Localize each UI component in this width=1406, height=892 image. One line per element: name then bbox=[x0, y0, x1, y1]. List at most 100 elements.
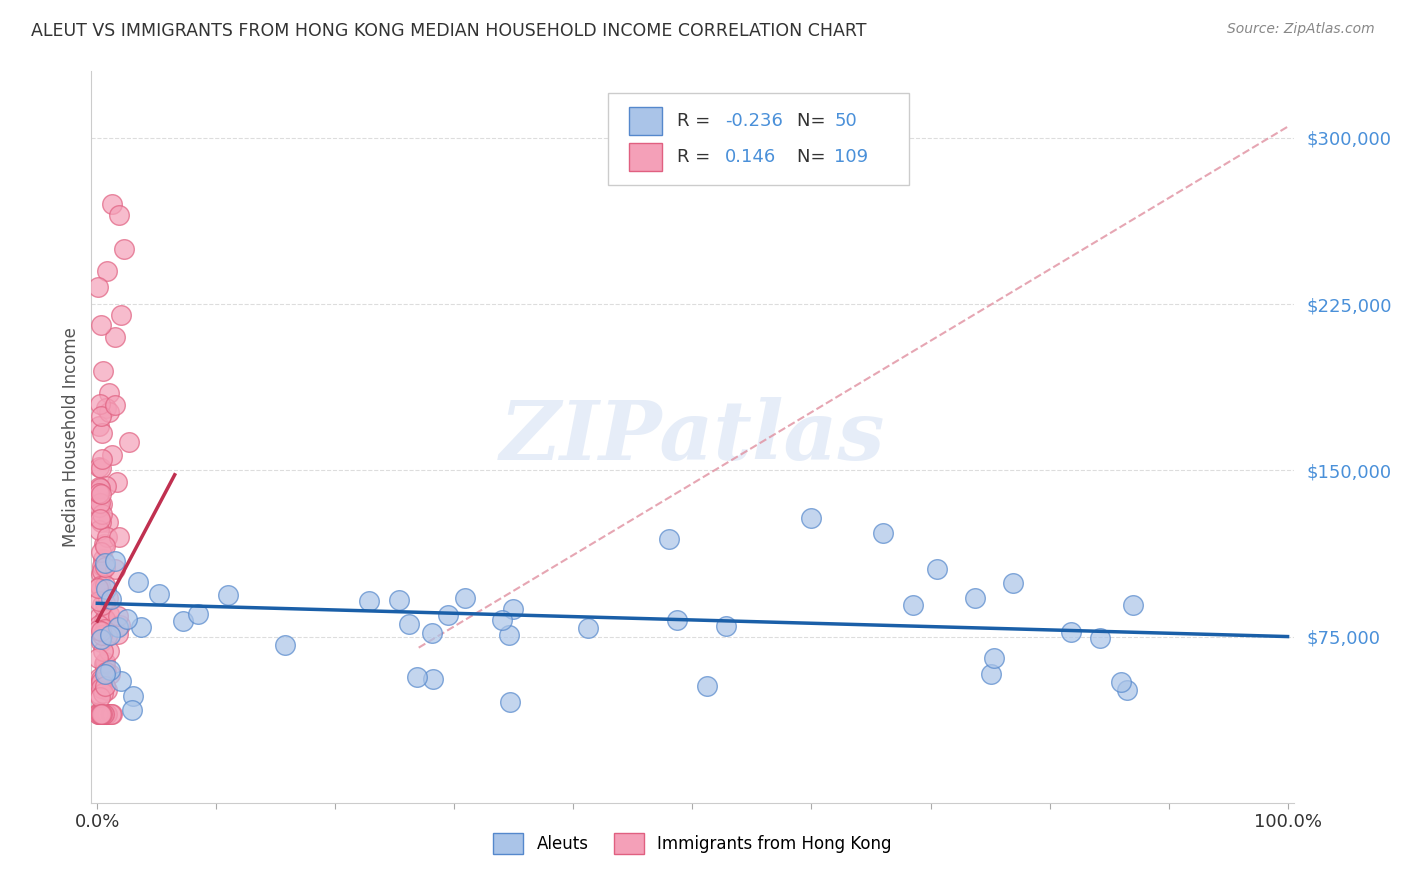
Point bbox=[112, 242, 135, 256]
Point bbox=[94, 612, 117, 626]
Point bbox=[104, 562, 127, 576]
Point bbox=[93, 622, 115, 636]
Point bbox=[658, 532, 681, 546]
Point bbox=[98, 628, 121, 642]
Point bbox=[87, 671, 110, 685]
Point bbox=[87, 524, 110, 538]
Point bbox=[94, 707, 117, 722]
Point bbox=[107, 620, 129, 634]
Point bbox=[97, 405, 120, 419]
Point bbox=[1060, 624, 1083, 639]
Point bbox=[1088, 632, 1111, 646]
Point bbox=[398, 617, 420, 632]
Point bbox=[100, 707, 122, 722]
Point bbox=[89, 707, 111, 722]
Point bbox=[498, 695, 520, 709]
Point bbox=[90, 545, 112, 559]
Point bbox=[93, 707, 115, 722]
Point bbox=[91, 707, 114, 722]
Point bbox=[104, 330, 127, 344]
Point bbox=[90, 635, 112, 649]
Point bbox=[1116, 682, 1139, 697]
Point bbox=[93, 707, 115, 722]
Point bbox=[100, 197, 122, 211]
Point bbox=[98, 667, 121, 681]
Point bbox=[90, 486, 112, 500]
Point bbox=[97, 591, 120, 606]
Point bbox=[127, 574, 149, 589]
Text: N=: N= bbox=[797, 112, 831, 130]
Point bbox=[93, 667, 115, 681]
Point bbox=[93, 675, 115, 690]
Point bbox=[93, 655, 115, 669]
Point bbox=[100, 592, 122, 607]
Point bbox=[1109, 674, 1132, 689]
Point bbox=[217, 588, 239, 602]
Point bbox=[93, 613, 115, 627]
Point bbox=[94, 556, 117, 570]
Point bbox=[90, 515, 112, 529]
Point bbox=[87, 678, 110, 692]
Point bbox=[94, 596, 117, 610]
Point bbox=[576, 621, 599, 635]
Point bbox=[96, 683, 118, 698]
Point bbox=[91, 508, 114, 522]
Point bbox=[90, 632, 112, 647]
Text: 50: 50 bbox=[834, 112, 858, 130]
Point bbox=[94, 707, 117, 722]
Point bbox=[491, 613, 513, 627]
Point bbox=[90, 598, 112, 612]
Point bbox=[94, 401, 117, 416]
Point bbox=[89, 496, 111, 510]
Point bbox=[93, 657, 115, 671]
Point bbox=[122, 690, 145, 704]
Point bbox=[89, 608, 111, 623]
Point bbox=[94, 665, 117, 679]
Text: -0.236: -0.236 bbox=[725, 112, 783, 130]
Point bbox=[89, 593, 111, 607]
Text: ALEUT VS IMMIGRANTS FROM HONG KONG MEDIAN HOUSEHOLD INCOME CORRELATION CHART: ALEUT VS IMMIGRANTS FROM HONG KONG MEDIA… bbox=[31, 22, 866, 40]
Point bbox=[359, 594, 381, 608]
Point bbox=[91, 686, 114, 700]
Y-axis label: Median Household Income: Median Household Income bbox=[62, 327, 80, 547]
Point bbox=[187, 607, 209, 621]
Point bbox=[406, 670, 429, 684]
Text: 0.146: 0.146 bbox=[725, 148, 776, 166]
Point bbox=[94, 578, 117, 592]
Point bbox=[87, 582, 110, 596]
Point bbox=[90, 318, 112, 332]
Point bbox=[87, 280, 110, 294]
Point bbox=[872, 525, 894, 540]
Point bbox=[129, 620, 152, 634]
Point bbox=[90, 582, 112, 596]
Point bbox=[97, 607, 120, 622]
Point bbox=[1002, 576, 1025, 591]
Text: ZIPatlas: ZIPatlas bbox=[499, 397, 886, 477]
Bar bbox=[628, 107, 662, 135]
Point bbox=[93, 560, 115, 574]
Point bbox=[90, 674, 112, 689]
Point bbox=[108, 618, 131, 632]
Point bbox=[498, 627, 520, 641]
Point bbox=[437, 607, 460, 622]
Point bbox=[107, 608, 129, 623]
Point bbox=[91, 565, 114, 579]
Point bbox=[91, 425, 114, 440]
Point bbox=[110, 673, 132, 688]
Point bbox=[94, 707, 117, 722]
Point bbox=[104, 554, 127, 568]
Point bbox=[89, 690, 111, 704]
Text: Source: ZipAtlas.com: Source: ZipAtlas.com bbox=[1227, 22, 1375, 37]
Point bbox=[94, 540, 117, 554]
Point bbox=[89, 397, 111, 411]
Point bbox=[91, 551, 114, 566]
Point bbox=[980, 666, 1002, 681]
Point bbox=[903, 598, 925, 612]
Point bbox=[983, 651, 1005, 665]
Point bbox=[91, 497, 114, 511]
Point bbox=[93, 660, 115, 674]
Point bbox=[1122, 598, 1144, 612]
Point bbox=[91, 363, 114, 377]
Point bbox=[90, 707, 112, 722]
Point bbox=[800, 511, 823, 525]
